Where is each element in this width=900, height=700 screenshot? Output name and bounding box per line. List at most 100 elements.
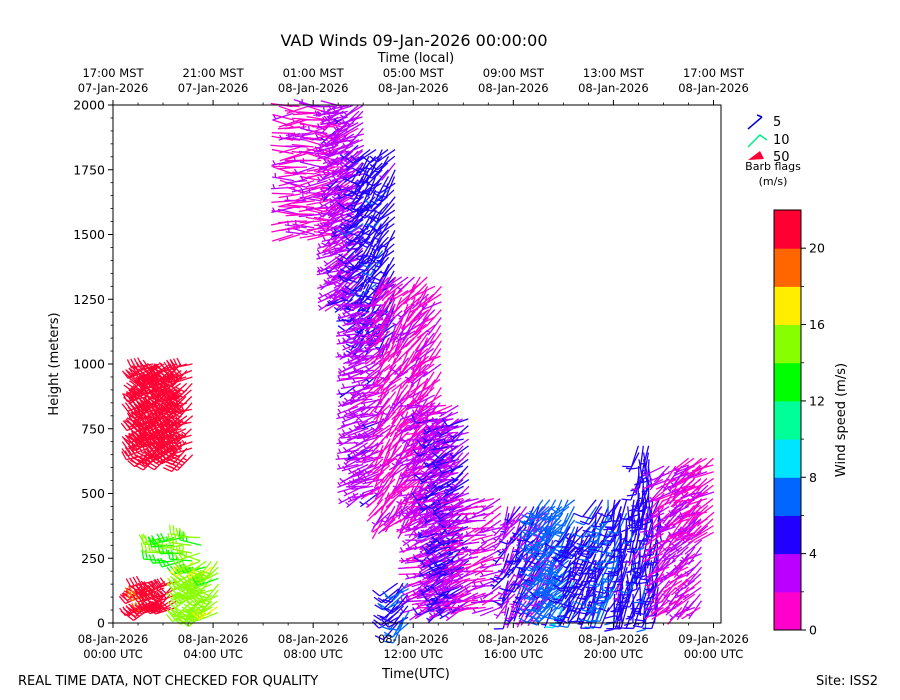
barb-full (155, 405, 161, 415)
barb-staff (292, 200, 315, 204)
barb-full (160, 424, 168, 433)
barb-half (317, 165, 322, 170)
wind-barb (271, 200, 294, 203)
barb-full (181, 606, 191, 612)
barb-full (162, 392, 171, 399)
barb-full (128, 380, 138, 387)
barb-staff (313, 216, 336, 222)
barb-staff (305, 129, 328, 135)
barb-full (149, 378, 156, 387)
barb-staff (299, 220, 322, 224)
barb-half (316, 191, 321, 197)
barb-full (137, 444, 144, 454)
barb-half (332, 175, 336, 180)
barb-half (287, 227, 290, 233)
barb-staff (306, 180, 328, 188)
barb-half (272, 207, 276, 212)
barb-full (178, 591, 186, 600)
wind-barb (313, 216, 336, 222)
barb-half (165, 560, 170, 566)
barb-full (154, 389, 163, 397)
barb-full (161, 451, 171, 458)
barb-staff (204, 560, 219, 580)
barb-full (148, 537, 153, 548)
barb-half (345, 501, 350, 506)
barb-staff (325, 196, 344, 211)
barb-half (165, 543, 169, 548)
barb-half (324, 204, 329, 209)
barb-full (173, 419, 182, 426)
barb-staff (298, 213, 321, 218)
barb-full (148, 461, 158, 468)
barb-half (362, 444, 367, 450)
wind-barb (178, 544, 201, 562)
wind-barb (318, 207, 339, 219)
barb-staff (176, 454, 194, 471)
barb-full (149, 580, 157, 590)
barb-full (137, 412, 146, 420)
barb-full (132, 576, 139, 586)
wind-barb (321, 146, 343, 155)
barb-full (152, 387, 159, 397)
barb-full (144, 605, 153, 613)
barb-staff (320, 100, 343, 108)
barb-staff (197, 577, 219, 587)
barb-full (140, 437, 147, 447)
barb-half (176, 568, 180, 573)
barb-half (336, 454, 340, 460)
barb-half (389, 406, 395, 409)
barb-staff (326, 179, 345, 194)
barb-full (154, 456, 162, 465)
barb-half (299, 175, 304, 181)
barb-full (153, 363, 162, 371)
barb-full (134, 464, 144, 471)
barb-staff (285, 119, 307, 127)
wind-barb (285, 133, 308, 141)
barb-staff (202, 566, 219, 583)
barb-half (293, 132, 297, 138)
barb-staff (170, 447, 193, 456)
barb-staff (285, 132, 308, 136)
barb-full (143, 406, 150, 415)
barb-full (118, 595, 126, 604)
barb-full (164, 389, 174, 397)
barb-staff (298, 111, 321, 114)
barb-staff (161, 560, 184, 568)
barb-full (166, 583, 175, 591)
barb-full (168, 369, 176, 378)
barb-full (197, 572, 208, 578)
barb-full (135, 592, 142, 602)
barb-full (167, 601, 176, 609)
barb-half (300, 187, 304, 193)
barb-full (121, 441, 129, 450)
wind-barb (306, 200, 329, 206)
barb-half (156, 537, 161, 543)
wind-barb (285, 145, 308, 148)
barb-full (168, 414, 178, 420)
barb-half (325, 223, 331, 228)
barb-full (190, 587, 200, 593)
wind-barb (323, 253, 344, 267)
barb-full (149, 418, 157, 427)
barb-full (169, 396, 178, 403)
barb-staff (177, 594, 199, 605)
wind-barb (166, 389, 192, 405)
barb-full (171, 550, 175, 560)
barb-full (137, 458, 146, 467)
barb-full (126, 359, 133, 369)
barb-staff (299, 175, 322, 182)
barb-full (137, 602, 146, 610)
barb-full (174, 593, 184, 600)
chart-title: VAD Winds 09-Jan-2026 00:00:00 (280, 31, 547, 50)
barb-full (146, 362, 155, 371)
barb-full (167, 423, 177, 431)
barb-half (338, 448, 342, 454)
barb-staff (271, 200, 294, 203)
barb-full (163, 410, 171, 419)
barb-full (168, 570, 178, 577)
barb-full (171, 368, 179, 377)
barb-half (327, 273, 331, 278)
barb-full (172, 433, 182, 440)
barb-full (186, 611, 194, 619)
barb-full (173, 566, 180, 575)
